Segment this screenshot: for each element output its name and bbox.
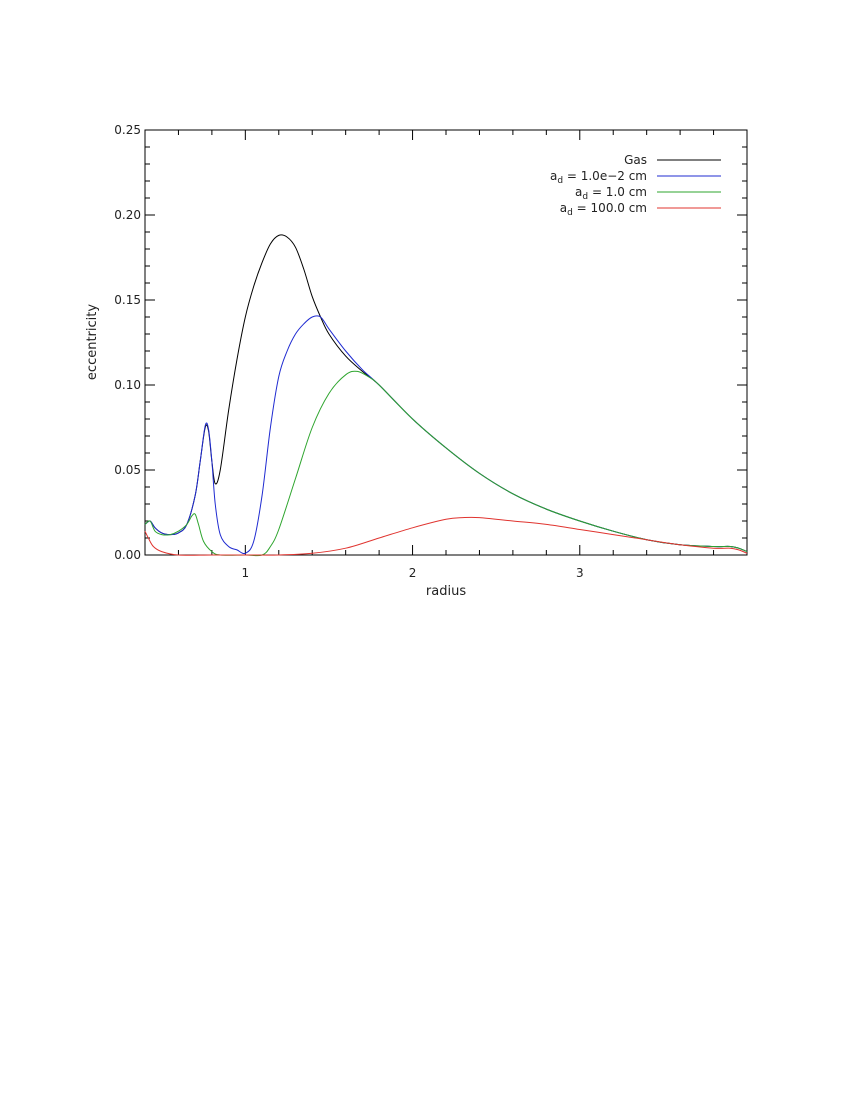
legend-label: ad = 1.0 cm xyxy=(575,185,647,202)
series-line-ad-1e-2cm xyxy=(144,315,748,555)
y-tick-label: 0.00 xyxy=(114,548,141,562)
legend-label: ad = 100.0 cm xyxy=(560,201,647,218)
y-axis-label: eccentricity xyxy=(85,304,100,380)
y-tick-label: 0.20 xyxy=(114,208,141,222)
x-tick-label: 3 xyxy=(576,566,584,580)
y-tick-label: 0.10 xyxy=(114,378,141,392)
legend-label: ad = 1.0e−2 cm xyxy=(550,169,647,186)
series-lines xyxy=(144,234,748,557)
series-line-ad-1cm xyxy=(144,370,748,557)
y-tick-label: 0.25 xyxy=(114,123,141,137)
x-tick-label: 2 xyxy=(409,566,417,580)
plot-frame xyxy=(144,129,748,556)
series-line-gas xyxy=(144,234,748,553)
legend-label: Gas xyxy=(624,153,647,167)
axis-ticks xyxy=(145,129,747,556)
x-tick-label: 1 xyxy=(242,566,250,580)
y-tick-label: 0.05 xyxy=(114,463,141,477)
y-tick-label: 0.15 xyxy=(114,293,141,307)
x-axis-label: radius xyxy=(426,584,466,599)
series-line-ad-100cm xyxy=(144,516,748,556)
axis-tick-labels: 0.00 0.05 0.10 0.15 0.20 0.25 1 2 3 xyxy=(114,123,583,580)
